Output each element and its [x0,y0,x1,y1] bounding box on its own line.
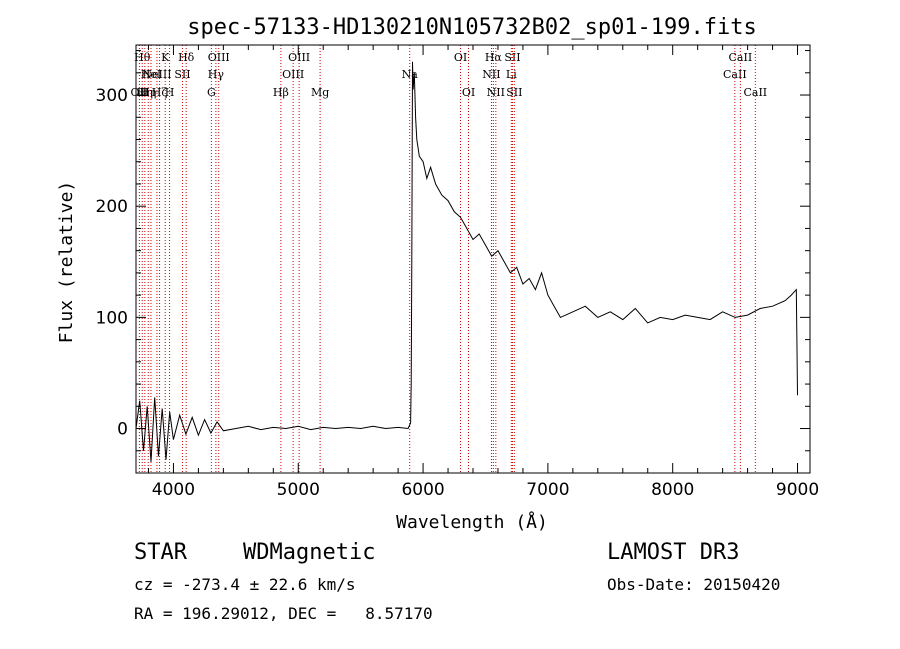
line-marker-label: Li [506,68,517,81]
line-marker-label: HeI [141,68,161,81]
y-tick-label: 0 [117,420,128,440]
line-marker-label: SII [504,51,520,64]
ra-dec: RA = 196.29012, DEC = 8.57170 [134,604,433,623]
line-marker-label: OI [454,51,467,64]
y-tick-label: 100 [96,308,128,328]
line-marker-label: SII [506,86,522,99]
line-marker-label: Hβ [273,86,289,99]
line-marker-label: NeIII [142,68,171,81]
spectrum-line [135,61,798,462]
x-tick-label: 7000 [526,480,569,500]
object-class: STAR [134,540,187,565]
line-marker-label: OIII [282,68,304,81]
y-axis-label: Flux (relative) [56,181,77,344]
line-marker-label: Hζ [152,86,168,99]
line-marker-label: OII [131,86,149,99]
line-marker-label: OIII [208,51,230,64]
chart-title: spec-57133-HD130210N105732B02_sp01-199.f… [187,15,757,40]
x-tick-label: 6000 [401,480,444,500]
line-markers: OIIHθHηHηHeINeIIIHζKHSIIHδGHγOIIIHβOIIIO… [131,45,767,473]
line-marker-label: CaII [723,68,747,81]
line-marker-label: Hθ [134,51,151,64]
y-tick-label: 300 [96,86,128,106]
line-marker-label: Mg [311,86,329,99]
line-marker-label: Hγ [208,68,225,81]
line-marker-label: NII [487,86,505,99]
line-marker-label: H [165,86,175,99]
line-marker-label: OIII [288,51,310,64]
line-marker-label: CaII [743,86,767,99]
redshift-cz: cz = -273.4 ± 22.6 km/s [134,575,356,594]
line-marker-label: Na [402,68,419,81]
x-tick-label: 5000 [277,480,320,500]
line-marker-label: SII [174,68,190,81]
observation-date: Obs-Date: 20150420 [607,575,781,594]
line-marker-label: Hη [137,86,153,99]
line-marker-label: OI [462,86,475,99]
survey-name: LAMOST DR3 [607,540,740,565]
line-marker-label: Hη [140,86,156,99]
line-marker-label: NII [482,68,500,81]
x-axis-label: Wavelength (Å) [396,511,548,533]
x-axis-ticks: 4000 5000 6000 7000 8000 9000 [147,45,819,500]
x-tick-label: 8000 [651,480,694,500]
line-marker-label: Hδ [178,51,195,64]
plot-frame [135,44,811,474]
line-marker-label: Hα [485,51,503,64]
line-marker-label: G [207,86,216,99]
y-tick-label: 200 [96,197,128,217]
x-tick-label: 4000 [152,480,195,500]
line-marker-label: K [161,51,170,64]
x-tick-label: 9000 [776,480,819,500]
object-subclass: WDMagnetic [243,540,376,565]
y-axis-ticks: 0 100 200 300 [96,50,810,452]
line-marker-label: CaII [729,51,753,64]
